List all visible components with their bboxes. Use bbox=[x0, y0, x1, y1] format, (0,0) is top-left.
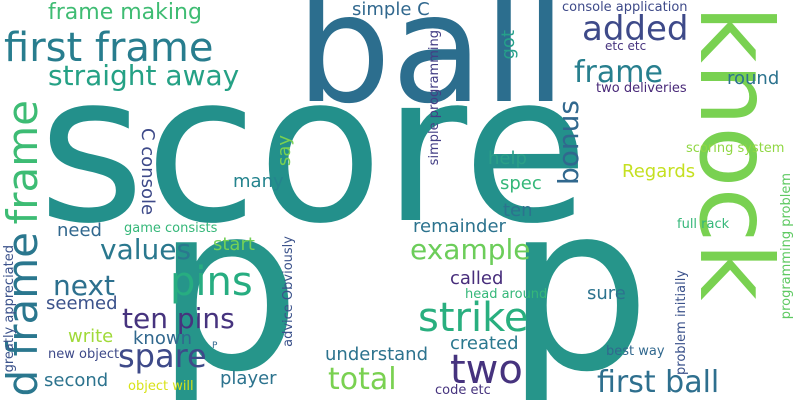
word-game-consists: game consists bbox=[124, 221, 218, 236]
word-full-rack: full rack bbox=[677, 217, 730, 232]
word-bonus: bonus bbox=[552, 100, 585, 185]
word-p-right: p bbox=[505, 156, 651, 400]
word-help: help bbox=[488, 148, 527, 169]
word-advice-obviously: advice Obviously bbox=[281, 236, 296, 347]
word-problem-initially: problem initially bbox=[674, 270, 689, 375]
word-straight-away: straight away bbox=[48, 59, 240, 92]
word-next: next bbox=[53, 269, 116, 302]
word-code-etc: code etc bbox=[435, 383, 491, 398]
word-c-console: C console bbox=[137, 128, 158, 216]
word-second: second bbox=[44, 370, 109, 391]
word-simple-programming: simple programming bbox=[427, 30, 442, 166]
word-knock: knock bbox=[677, 5, 794, 301]
word-head-around: head around bbox=[465, 287, 548, 302]
word-created: created bbox=[450, 333, 519, 354]
word-simple-c: simple C bbox=[352, 0, 430, 20]
word-console-application: console application bbox=[562, 0, 688, 15]
word-many: many bbox=[233, 171, 284, 192]
word-ball: ball bbox=[296, 0, 567, 137]
word-two: two bbox=[450, 347, 523, 393]
word-understand: understand bbox=[325, 344, 429, 365]
word-ten: ten bbox=[503, 200, 533, 221]
word-seemed: seemed bbox=[46, 293, 118, 314]
word-greatly-appreciated: greatly appreciated bbox=[2, 245, 17, 373]
word-player: player bbox=[220, 368, 277, 389]
word-p-small: P bbox=[212, 341, 218, 351]
word-frame-vertical: frame bbox=[0, 100, 47, 225]
word-round: round bbox=[727, 68, 780, 89]
word-object-will: object will bbox=[128, 379, 194, 394]
word-need: need bbox=[57, 220, 102, 241]
word-frame: frame bbox=[574, 55, 663, 90]
word-two-deliveries: two deliveries bbox=[596, 81, 687, 96]
word-example: example bbox=[410, 233, 531, 266]
word-first-ball: first ball bbox=[597, 365, 720, 400]
word-regards: Regards bbox=[622, 161, 696, 182]
word-programming-problem: programming problem bbox=[779, 173, 794, 320]
word-values: values bbox=[100, 233, 192, 266]
word-scoring-system: scoring system bbox=[686, 141, 785, 156]
word-sure: sure bbox=[587, 283, 626, 304]
word-first-frame: first frame bbox=[4, 25, 214, 71]
word-remainder: remainder bbox=[413, 216, 506, 237]
word-write: write bbox=[68, 326, 114, 347]
word-say: say bbox=[274, 135, 295, 167]
word-etc-etc: etc etc bbox=[605, 39, 647, 53]
word-best-way: best way bbox=[606, 344, 665, 359]
word-known: known bbox=[133, 328, 192, 349]
word-strike: strike bbox=[418, 295, 529, 341]
word-pins: pins bbox=[170, 259, 253, 305]
word-spec: spec bbox=[500, 173, 542, 194]
word-p-left: p bbox=[155, 156, 301, 400]
word-called: called bbox=[450, 268, 504, 289]
word-added: added bbox=[582, 9, 689, 49]
word-frame-making: frame making bbox=[48, 0, 202, 25]
word-spare: spare bbox=[118, 337, 207, 375]
word-start: start bbox=[213, 234, 255, 255]
word-score: score bbox=[38, 31, 589, 269]
word-ten-pins: ten pins bbox=[122, 302, 235, 335]
word-total: total bbox=[328, 362, 397, 397]
word-new-object: new object bbox=[48, 347, 120, 362]
word-got: got bbox=[498, 30, 519, 60]
